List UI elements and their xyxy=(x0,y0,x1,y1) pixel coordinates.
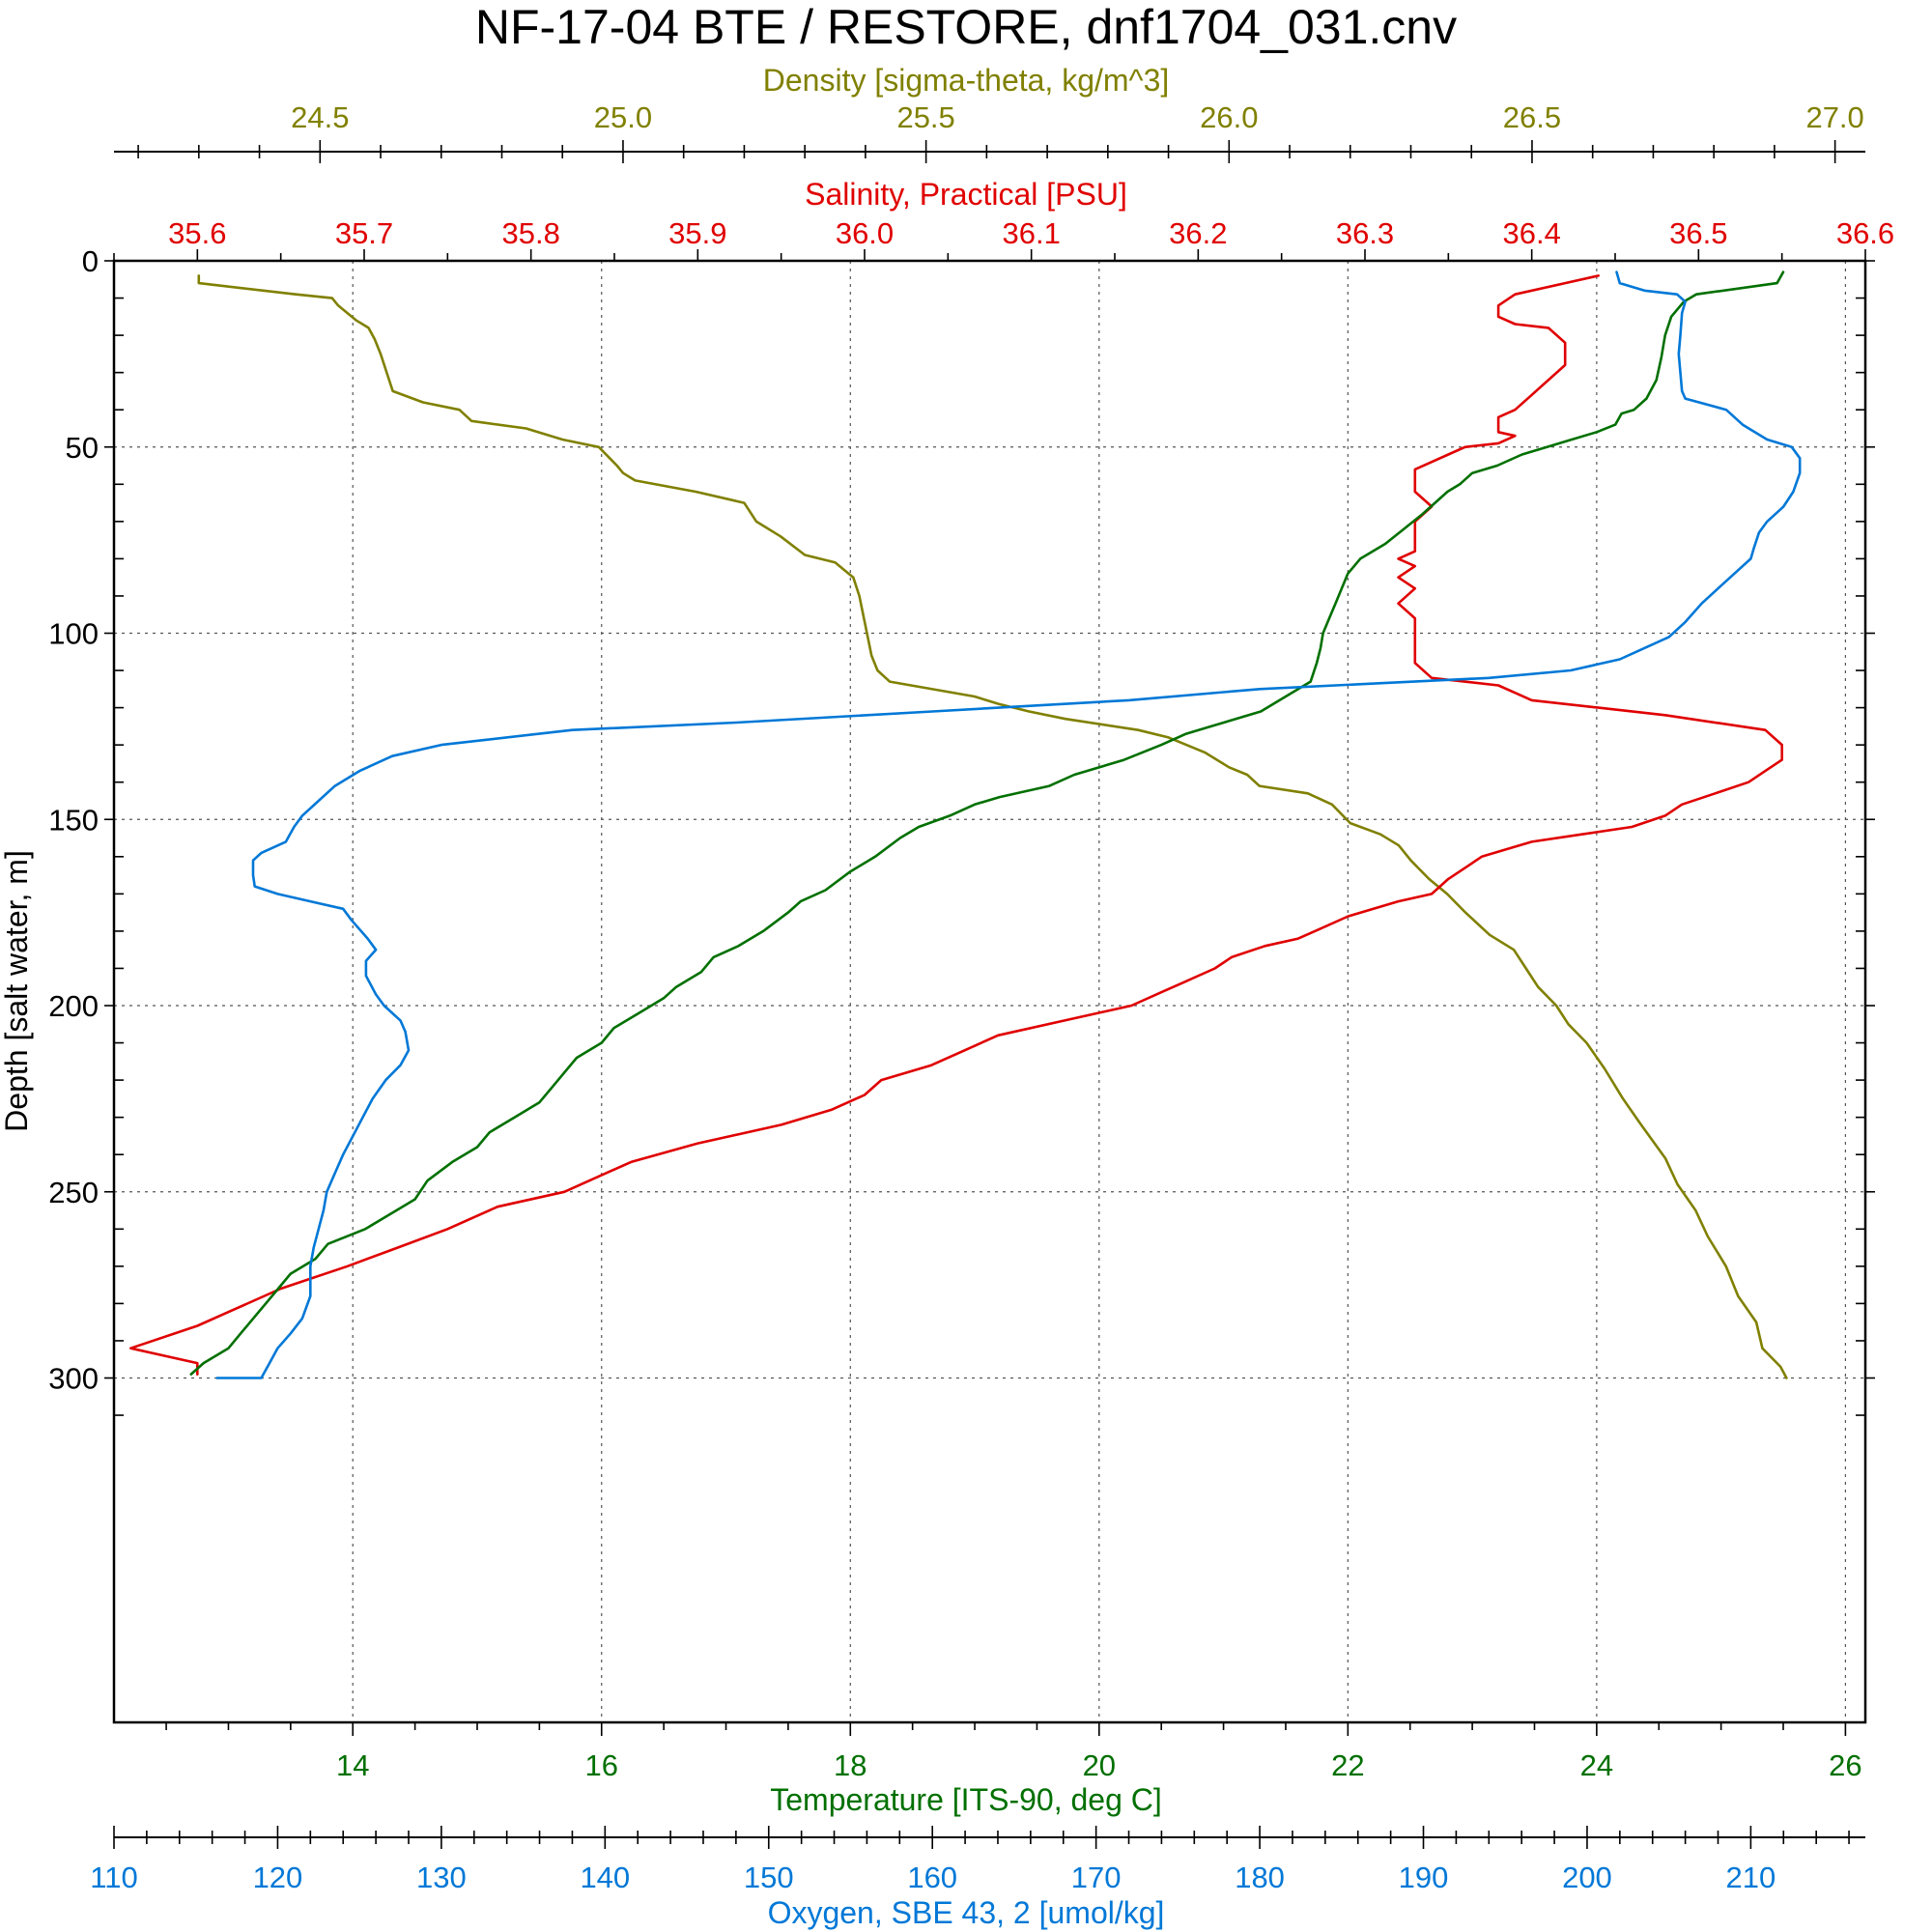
salinity-tick-label: 36.1 xyxy=(1002,216,1060,250)
oxygen-tick-label: 160 xyxy=(907,1861,957,1894)
density-tick-label: 25.0 xyxy=(594,100,652,134)
oxygen-tick-label: 180 xyxy=(1235,1861,1285,1894)
oxygen-axis-label: Oxygen, SBE 43, 2 [umol/kg] xyxy=(768,1895,1165,1930)
temperature-tick-label: 16 xyxy=(585,1748,618,1782)
series-lines xyxy=(129,270,1802,1379)
depth-tick-label: 250 xyxy=(48,1176,99,1209)
salinity-tick-label: 36.0 xyxy=(836,216,894,250)
oxygen-tick-label: 110 xyxy=(90,1861,137,1894)
chart-title: NF-17-04 BTE / RESTORE, dnf1704_031.cnv xyxy=(475,0,1457,54)
y-axis-label: Depth [salt water, m] xyxy=(0,850,34,1132)
oxygen-tick-label: 170 xyxy=(1071,1861,1122,1894)
axes: 0 50 100 150 200 250 300 24.5 25.0 25.5 26.0 26.5 27… xyxy=(48,63,1894,1930)
oxygen-tick-label: 190 xyxy=(1399,1861,1449,1894)
density-axis-label: Density [sigma-theta, kg/m^3] xyxy=(763,63,1170,98)
depth-tick-label: 150 xyxy=(48,803,99,837)
depth-tick-label: 300 xyxy=(48,1362,99,1396)
density-tick-label: 26.5 xyxy=(1503,100,1561,134)
salinity-tick-label: 36.5 xyxy=(1669,216,1727,250)
salinity-tick-label: 36.6 xyxy=(1836,216,1894,250)
temperature-profile-line xyxy=(189,270,1785,1376)
density-tick-label: 26.0 xyxy=(1200,100,1258,134)
depth-tick-label: 50 xyxy=(66,431,99,465)
oxygen-profile-line xyxy=(215,270,1802,1379)
plot-frame xyxy=(112,259,1867,1724)
oxygen-tick-label: 120 xyxy=(253,1861,303,1894)
depth-tick-label: 100 xyxy=(48,617,99,651)
salinity-tick-label: 36.2 xyxy=(1169,216,1227,250)
temperature-tick-label: 20 xyxy=(1083,1748,1116,1782)
salinity-tick-label: 35.7 xyxy=(335,216,393,250)
salinity-tick-label: 35.9 xyxy=(668,216,726,250)
salinity-tick-label: 36.4 xyxy=(1502,216,1560,250)
temperature-tick-label: 14 xyxy=(336,1748,369,1782)
density-tick-label: 27.0 xyxy=(1805,100,1863,134)
density-tick-label: 24.5 xyxy=(291,100,349,134)
grid-lines xyxy=(114,261,1865,1722)
temperature-tick-label: 24 xyxy=(1580,1748,1613,1782)
density-profile-line xyxy=(197,274,1788,1379)
temperature-tick-label: 22 xyxy=(1331,1748,1364,1782)
temperature-tick-label: 26 xyxy=(1829,1748,1861,1782)
oxygen-tick-label: 130 xyxy=(416,1861,467,1894)
salinity-tick-label: 36.3 xyxy=(1336,216,1394,250)
salinity-tick-label: 35.8 xyxy=(501,216,559,250)
temperature-tick-label: 18 xyxy=(834,1748,867,1782)
salinity-axis-label: Salinity, Practical [PSU] xyxy=(805,177,1127,212)
depth-tick-label: 0 xyxy=(82,244,99,278)
depth-tick-label: 200 xyxy=(48,989,99,1023)
density-tick-label: 25.5 xyxy=(896,100,954,134)
oxygen-tick-label: 150 xyxy=(744,1861,794,1894)
salinity-tick-label: 35.6 xyxy=(168,216,226,250)
salinity-profile-line xyxy=(129,274,1783,1376)
oxygen-tick-label: 200 xyxy=(1562,1861,1612,1894)
oxygen-tick-label: 210 xyxy=(1726,1861,1776,1894)
oxygen-tick-label: 140 xyxy=(580,1861,630,1894)
temperature-axis-label: Temperature [ITS-90, deg C] xyxy=(770,1782,1162,1817)
